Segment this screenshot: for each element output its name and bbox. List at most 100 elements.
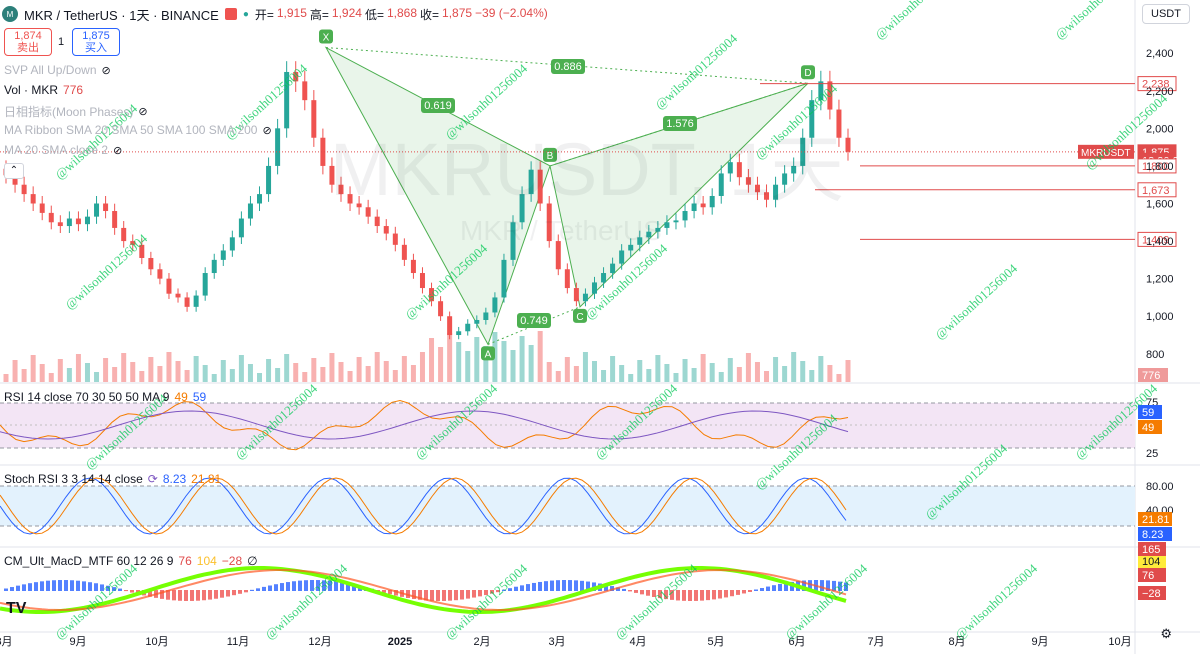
candle-body (764, 192, 770, 200)
macd-histogram-bar (316, 580, 320, 591)
candle-body (148, 257, 154, 270)
volume-bar (546, 362, 552, 382)
volume-bar (501, 341, 507, 382)
volume-bar (311, 358, 317, 382)
volume-bar (21, 369, 27, 382)
candle-body (257, 194, 263, 204)
volume-label[interactable]: Vol · MKR 776 (4, 83, 84, 97)
candle-body (84, 216, 90, 225)
macd-histogram-bar (460, 590, 464, 600)
hide-eye-icon[interactable]: ⊘ (101, 64, 111, 77)
volume-bar (773, 357, 779, 382)
buy-button[interactable]: 1,875 买入 (72, 28, 120, 56)
macd-histogram-bar (766, 586, 770, 591)
status-dot-icon: ● (242, 8, 249, 20)
candle-body (555, 241, 561, 270)
settings-gear-icon[interactable]: ⚙ (1160, 626, 1172, 641)
macd-histogram-bar (28, 583, 32, 591)
volume-bar (275, 368, 281, 382)
volume-bar (528, 345, 534, 382)
volume-bar (39, 364, 45, 382)
macd-histogram-bar (100, 584, 104, 591)
price-tag-text: 2,238 (1142, 79, 1170, 91)
currency-button[interactable]: USDT (1142, 4, 1190, 24)
macd-histogram-bar (778, 583, 782, 591)
sell-button[interactable]: 1,874 卖出 (4, 28, 52, 56)
macd-histogram-bar (262, 586, 266, 591)
volume-bar (166, 352, 172, 382)
macd-histogram-bar (310, 580, 314, 591)
macd-label[interactable]: CM_Ult_MacD_MTF 60 12 26 9 76 104 −28 ∅ (4, 554, 258, 568)
macd-histogram-bar (346, 583, 350, 591)
ma-ribbon-label[interactable]: MA Ribbon SMA 20 SMA 50 SMA 100 SMA 200 ⊘ (4, 123, 272, 137)
candle-body (474, 319, 480, 324)
stoch-tag-text: 21.81 (1142, 514, 1170, 526)
candle-body (410, 259, 416, 274)
hide-eye-icon[interactable]: ⊘ (113, 144, 123, 157)
candle-body (782, 173, 788, 185)
rsi-tag-box (1138, 405, 1162, 419)
time-axis-tick: 6月 (788, 636, 805, 648)
macd-histogram-bar (166, 590, 170, 600)
macd-histogram-bar (652, 590, 656, 597)
volume-bar (257, 373, 263, 382)
pattern-ratio-badge (663, 116, 697, 131)
volume-bar (438, 347, 444, 382)
macd-tag-text: 165 (1142, 544, 1160, 556)
stoch-rsi-label[interactable]: Stoch RSI 3 3 14 14 close ⟳ 8.23 21.81 (4, 472, 222, 486)
svp-label[interactable]: SVP All Up/Down ⊘ (4, 63, 111, 77)
macd-histogram-bar (322, 580, 326, 591)
candle-body (691, 203, 697, 212)
candle-body (818, 81, 824, 101)
volume-bar (238, 355, 244, 382)
volume-bar (764, 371, 770, 382)
volume-bar (591, 361, 597, 382)
candle-body (383, 226, 389, 234)
macd-histogram-bar (112, 587, 116, 591)
macd-histogram-bar (442, 590, 446, 601)
macd-histogram-bar (106, 585, 110, 591)
macd-histogram-bar (454, 590, 458, 601)
candle-body (193, 295, 199, 307)
volume-bar (483, 346, 489, 382)
moon-phases-label[interactable]: 日相指标(Moon Phases) ⊘ (4, 105, 148, 119)
candle-body (836, 109, 842, 138)
candle-body (827, 81, 833, 110)
hide-eye-icon[interactable]: ⊘ (138, 106, 148, 118)
volume-bar (410, 365, 416, 382)
macd-tag-box (1138, 586, 1166, 600)
symbol-header: M MKR / TetherUS · 1天 · BINANCE ● 开= 1,91… (2, 4, 548, 24)
macd-histogram-bar (742, 590, 746, 594)
macd-histogram-bar (532, 582, 536, 591)
macd-histogram-bar (664, 590, 668, 600)
volume-bar (510, 350, 516, 382)
candle-body (374, 216, 380, 227)
macd-histogram-bar (472, 590, 476, 598)
rsi-label[interactable]: RSI 14 close 70 30 50 50 MA 9 49 59 (4, 390, 207, 404)
alert-icon[interactable] (224, 8, 237, 20)
time-axis-tick: 8月 (0, 636, 13, 648)
price-tag-text: 1,800 (1142, 161, 1170, 173)
hide-eye-icon[interactable]: ⊘ (262, 124, 272, 137)
rsi-axis-tick: 25 (1146, 448, 1158, 460)
candle-body (809, 100, 815, 138)
volume-bar (818, 356, 824, 382)
candle-body (401, 244, 407, 260)
candle-body (429, 288, 435, 302)
macd-histogram-bar (466, 590, 470, 599)
volume-bar (103, 358, 109, 382)
candle-body (601, 273, 607, 283)
macd-histogram-bar (256, 588, 260, 591)
macd-histogram-bar (520, 585, 524, 591)
volume-bar (266, 359, 272, 382)
time-axis-tick: 12月 (308, 636, 331, 648)
price-axis-tick: 1,400 (1146, 236, 1174, 248)
collapse-chevron-icon[interactable]: ⌃ (4, 163, 24, 179)
pattern-ratio-badge (551, 59, 585, 74)
symbol-title[interactable]: MKR / TetherUS · 1天 · BINANCE (24, 7, 219, 23)
pattern-ratio-label: 1.576 (666, 118, 694, 130)
macd-histogram-bar (574, 580, 578, 591)
ma-label[interactable]: MA 20 SMA close 2 ⊘ (4, 143, 123, 157)
pattern-point-marker (481, 346, 495, 361)
